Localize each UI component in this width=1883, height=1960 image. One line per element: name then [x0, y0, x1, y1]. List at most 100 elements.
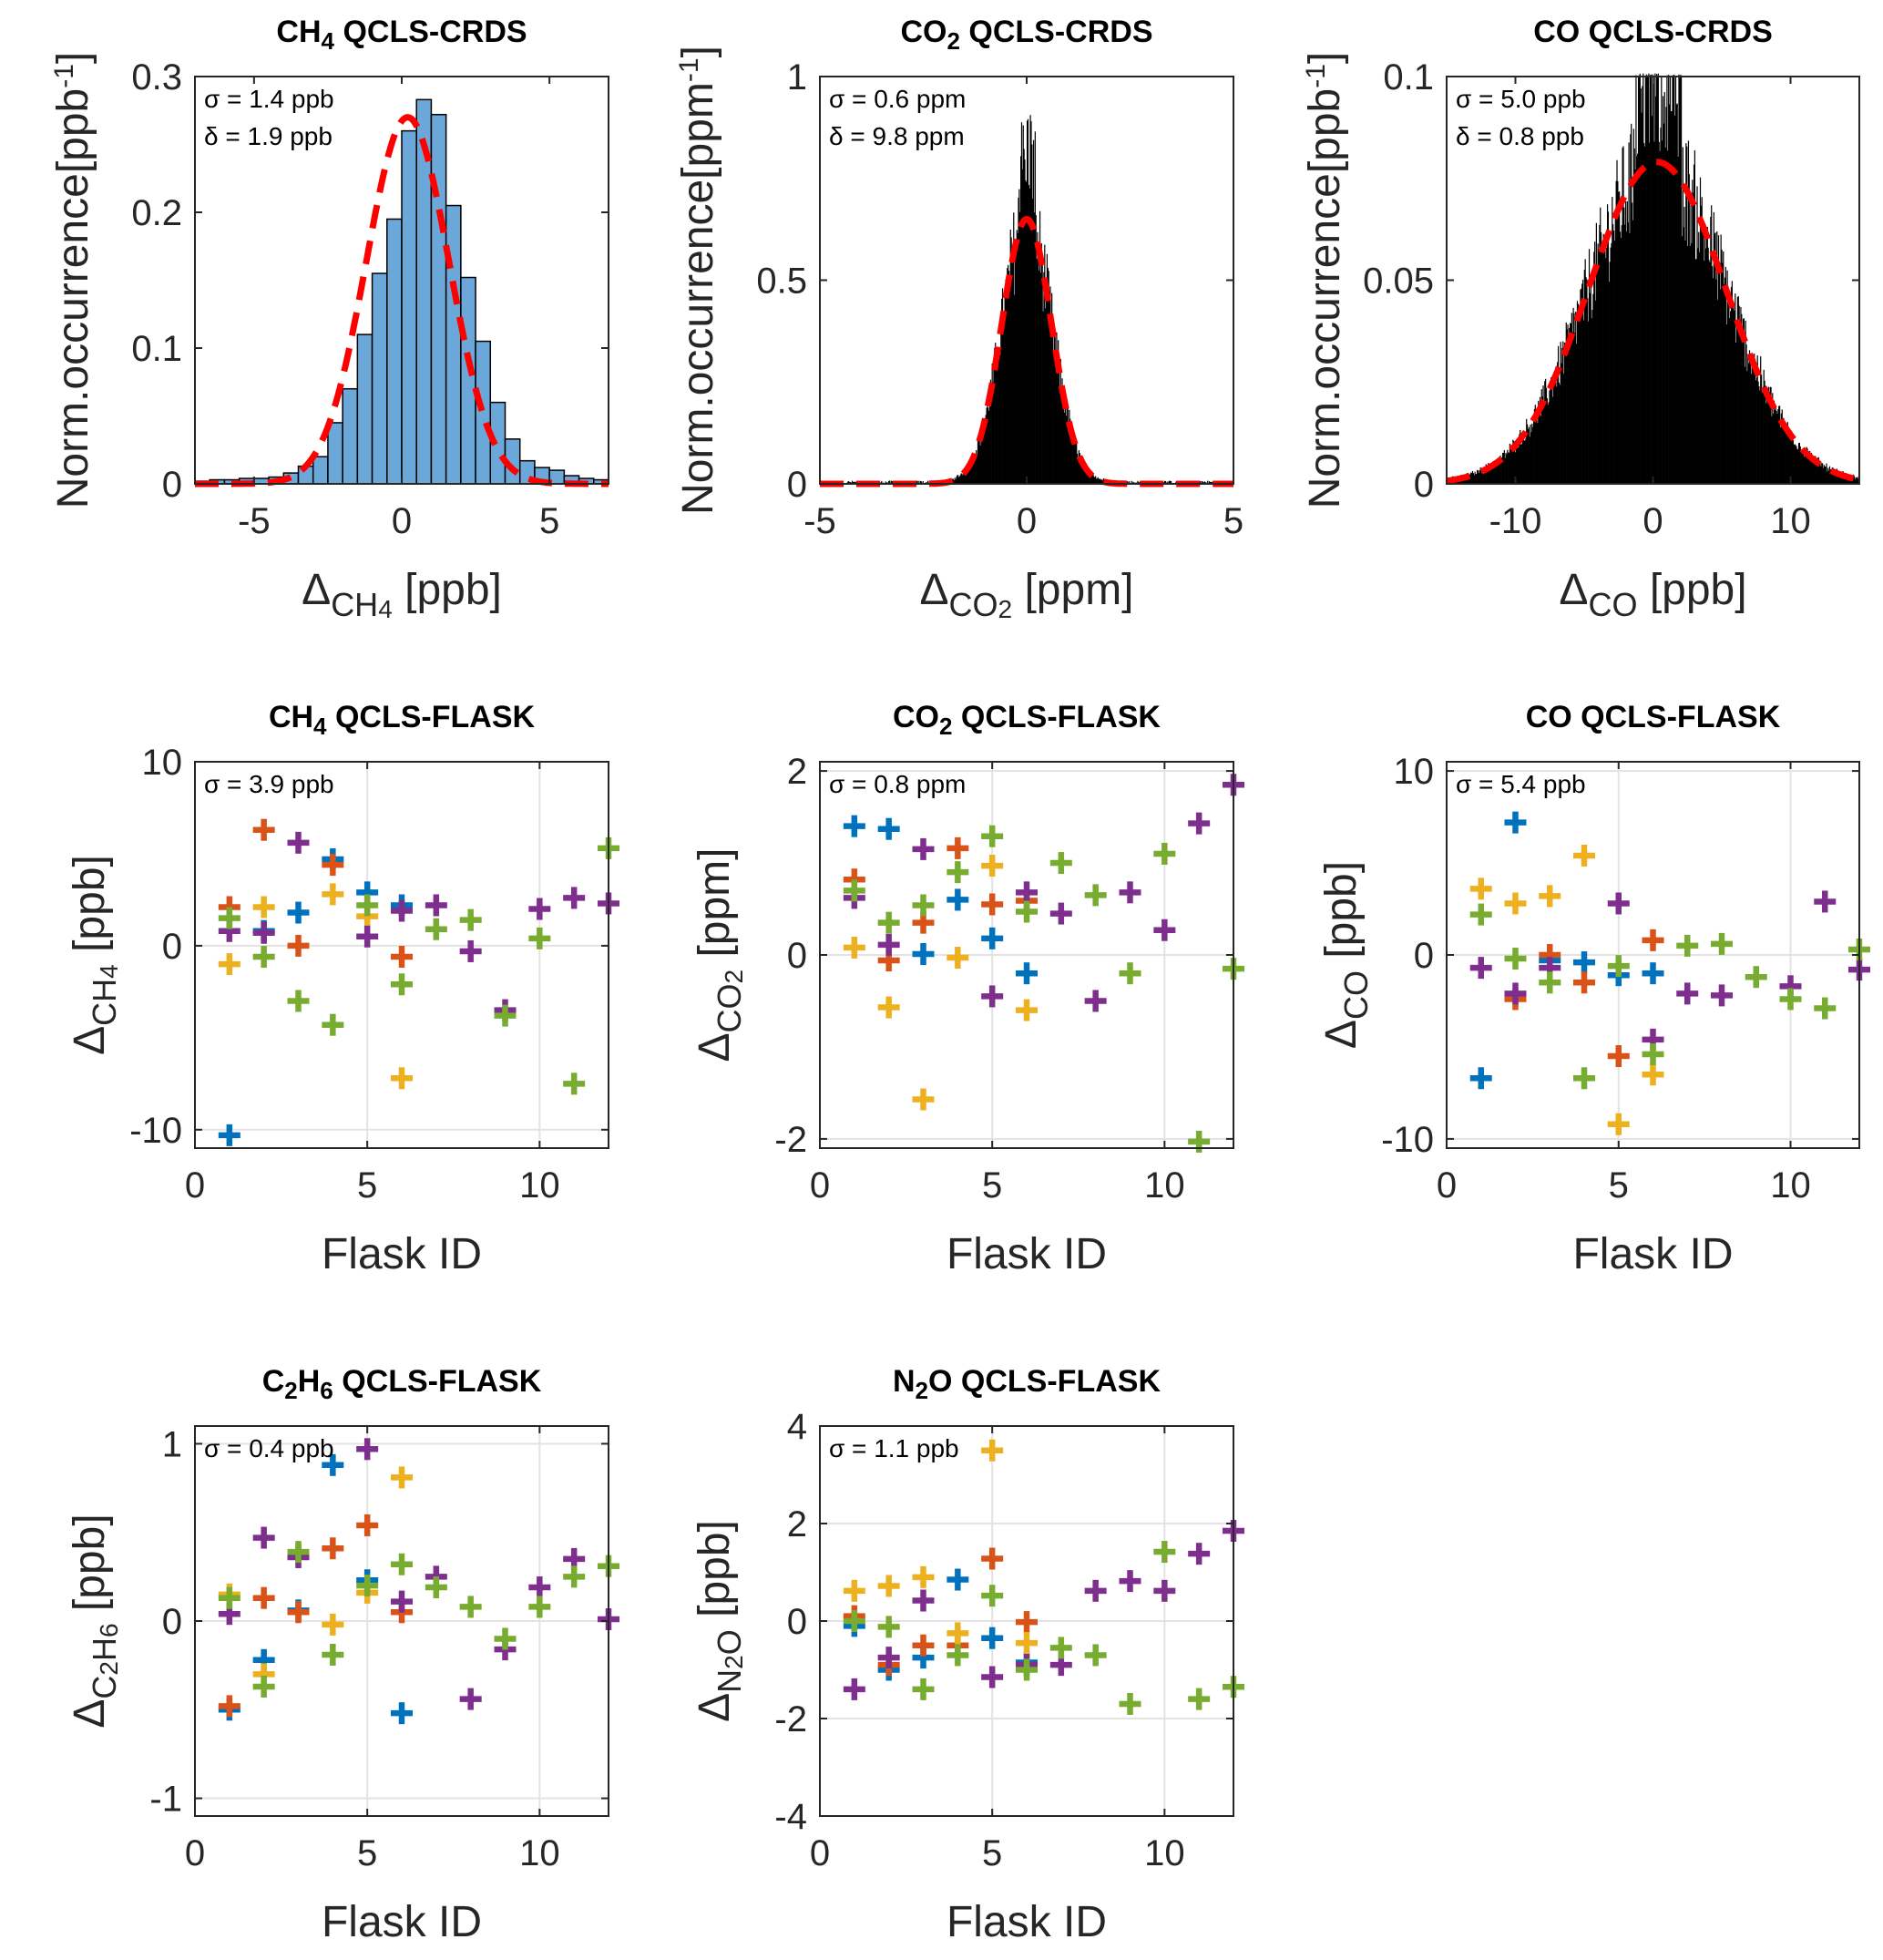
hist-bar — [1563, 342, 1566, 484]
hist-bar — [1554, 379, 1556, 484]
x-tick-label: 5 — [539, 501, 559, 541]
x-tick-label: 10 — [1770, 1165, 1811, 1206]
scatter-point-purple — [912, 1589, 935, 1612]
hist-bar — [1819, 463, 1821, 484]
hist-bar — [1698, 231, 1700, 485]
hist-bar — [1650, 74, 1653, 484]
hist-bar — [1019, 211, 1021, 484]
x-tick-label: 0 — [810, 1833, 830, 1873]
panel-1: -5 0 5 0 0.1 0.2 0.3 σ = 1.4 ppb δ = 1.9 ppb CH4 … — [49, 15, 609, 623]
hist-bar — [1477, 469, 1479, 484]
scatter-point-purple — [391, 899, 413, 922]
hist-bar — [920, 481, 923, 484]
scatter-point-blue — [981, 1626, 1004, 1649]
hist-bar — [1602, 241, 1603, 484]
hist-bar — [1695, 259, 1697, 484]
hist-bar — [1171, 481, 1172, 484]
hist-bar — [1021, 169, 1023, 485]
hist-bar — [1762, 386, 1764, 484]
x-axis-label: Flask ID — [947, 1898, 1107, 1946]
hist-bar — [1702, 227, 1704, 485]
hist-bar — [1543, 405, 1545, 484]
hist-bar — [1563, 374, 1565, 484]
scatter-point-purple — [356, 1438, 379, 1461]
scatter-point-orange — [252, 1586, 275, 1609]
scatter-point-green — [1188, 1688, 1211, 1710]
hist-bar — [1574, 333, 1576, 484]
hist-bar — [1558, 382, 1561, 484]
hist-bar — [1072, 429, 1074, 484]
hist-bar — [1566, 329, 1568, 484]
hist-bar — [965, 472, 967, 484]
hist-bar — [1550, 377, 1552, 484]
hist-bar — [890, 480, 892, 484]
hist-bar — [918, 480, 920, 484]
hist-bar — [1809, 450, 1811, 484]
scatter-point-purple — [459, 939, 482, 962]
hist-bar — [1732, 308, 1734, 484]
hist-bar — [1746, 371, 1748, 484]
hist-bar — [954, 477, 956, 484]
hist-bar — [1730, 286, 1733, 484]
annotation: δ = 9.8 ppm — [829, 122, 965, 150]
hist-bar — [1518, 446, 1520, 484]
hist-bar — [1564, 354, 1567, 484]
hist-bar — [1827, 467, 1829, 484]
hist-bar — [1798, 442, 1800, 484]
scatter-point-purple — [1119, 1570, 1141, 1593]
scatter-point-yellow — [391, 1067, 413, 1090]
hist-bar — [1034, 131, 1036, 484]
hist-bar — [1853, 474, 1855, 484]
hist-bar — [1175, 481, 1177, 484]
hist-bar — [1490, 464, 1492, 484]
hist-bar — [1102, 478, 1105, 484]
hist-bar — [1780, 413, 1782, 484]
hist-bar — [1777, 408, 1779, 484]
hist-bar — [1164, 480, 1167, 484]
hist-bar — [1516, 446, 1518, 484]
scatter-point-yellow — [947, 947, 969, 970]
scatter-point-yellow — [391, 1466, 413, 1489]
hist-bar — [356, 334, 374, 485]
hist-bar — [1045, 308, 1047, 484]
hist-bar — [1208, 481, 1211, 484]
hist-bar — [1527, 428, 1530, 484]
hist-bar — [1607, 211, 1610, 484]
scatter-point-green — [1049, 852, 1072, 875]
hist-bar — [1736, 297, 1739, 484]
scatter-point-green — [1153, 1541, 1176, 1564]
hist-bar — [964, 471, 966, 484]
hist-bar — [980, 425, 982, 484]
hist-bar — [1618, 191, 1620, 485]
hist-bar — [1726, 270, 1728, 484]
hist-bar — [1059, 358, 1061, 484]
hist-bar — [1501, 457, 1503, 484]
scatter-point-purple — [1504, 982, 1527, 1005]
panel-3: -10 0 10 0 0.05 0.1 σ = 5.0 ppb δ = 0.8 ppb CO Q… — [1301, 15, 1860, 623]
hist-bar — [995, 343, 997, 484]
hist-bar — [1531, 423, 1533, 484]
hist-bar — [1612, 224, 1614, 485]
scatter-point-purple — [843, 1678, 865, 1700]
hist-bar — [1686, 245, 1689, 484]
axes-box — [194, 761, 609, 1149]
x-tick-label: 0 — [1437, 1165, 1457, 1206]
y-tick-label: -2 — [774, 1120, 807, 1160]
hist-bar — [1170, 480, 1172, 484]
hist-bar — [1081, 457, 1083, 484]
hist-bar — [1668, 104, 1671, 485]
hist-bar — [922, 481, 924, 484]
hist-bar — [920, 480, 922, 484]
hist-bar — [1680, 75, 1683, 485]
scatter-point-yellow — [218, 953, 240, 976]
hist-bar — [1818, 460, 1820, 484]
x-axis-label: Flask ID — [947, 1230, 1107, 1278]
hist-bar — [1686, 146, 1688, 484]
hist-bar — [1800, 452, 1802, 484]
hist-bar — [1794, 444, 1796, 484]
hist-bar — [1028, 184, 1029, 484]
y-tick-label: 10 — [1394, 752, 1435, 792]
hist-bar — [1491, 467, 1493, 484]
hist-bar — [1700, 205, 1702, 484]
hist-bar — [1855, 477, 1857, 484]
